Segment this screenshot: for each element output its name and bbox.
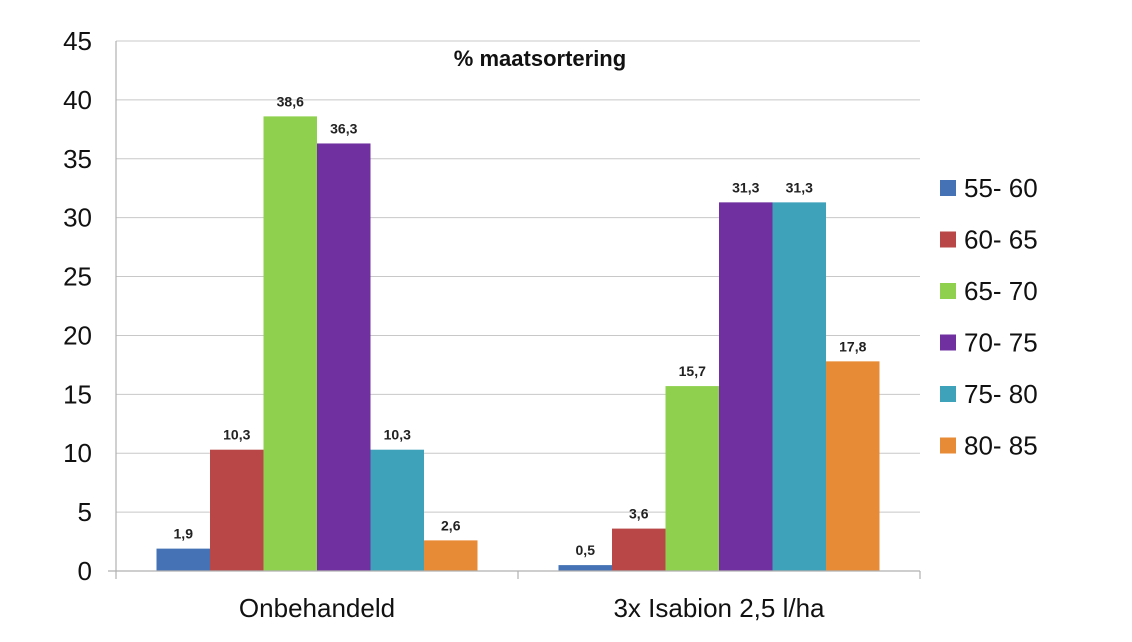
bar — [424, 540, 478, 571]
data-label: 3,6 — [629, 506, 649, 522]
legend-label: 70- 75 — [964, 328, 1038, 358]
y-tick-label: 15 — [63, 379, 92, 409]
bar — [665, 386, 719, 571]
y-tick-label: 40 — [63, 85, 92, 115]
legend-swatch — [940, 231, 956, 248]
y-tick-label: 5 — [78, 497, 92, 527]
y-tick-label: 20 — [63, 320, 92, 350]
x-axis — [108, 41, 921, 579]
legend-swatch — [940, 437, 956, 454]
data-label: 15,7 — [679, 363, 706, 379]
y-tick-label: 35 — [63, 144, 92, 174]
data-label: 0,5 — [576, 542, 596, 558]
legend: 55- 60 60- 65 65- 70 70- 75 75- 80 80- 85 — [940, 173, 1038, 461]
category-labels: Onbehandeld 3x Isabion 2,5 l/ha — [239, 593, 825, 623]
y-axis-ticks: 0 5 10 15 20 25 30 35 40 45 — [63, 26, 92, 586]
data-label: 38,6 — [277, 93, 304, 109]
data-label: 10,3 — [223, 427, 250, 443]
chart-title: % maatsortering — [454, 46, 626, 71]
bar — [772, 202, 826, 571]
data-label: 17,8 — [839, 338, 866, 354]
bar — [558, 565, 612, 571]
bar — [826, 361, 880, 571]
legend-swatch — [940, 283, 956, 299]
legend-label: 55- 60 — [964, 173, 1038, 203]
bar — [156, 548, 210, 571]
y-tick-label: 10 — [63, 438, 92, 468]
legend-label: 75- 80 — [964, 379, 1038, 409]
y-tick-label: 0 — [78, 556, 92, 586]
bar — [210, 449, 264, 571]
legend-swatch — [940, 180, 956, 196]
bar — [612, 528, 666, 571]
y-tick-label: 45 — [63, 26, 92, 56]
legend-label: 80- 85 — [964, 431, 1038, 461]
legend-label: 60- 65 — [964, 225, 1038, 255]
data-label: 31,3 — [732, 179, 759, 195]
legend-swatch — [940, 334, 956, 351]
bars — [156, 116, 880, 571]
legend-label: 65- 70 — [964, 276, 1038, 306]
data-labels: 1,9 10,3 38,6 36,3 10,3 2,6 0,5 3,6 15,7 31,3 31,3… — [174, 93, 867, 558]
data-label: 36,3 — [330, 120, 357, 136]
data-label: 31,3 — [786, 179, 813, 195]
data-label: 2,6 — [441, 517, 461, 533]
category-label: 3x Isabion 2,5 l/ha — [613, 593, 825, 623]
legend-swatch — [940, 386, 956, 402]
y-tick-label: 30 — [63, 203, 92, 233]
data-label: 10,3 — [384, 427, 411, 443]
bar — [263, 116, 317, 571]
y-tick-label: 25 — [63, 262, 92, 292]
bar — [719, 202, 773, 571]
bar — [317, 143, 371, 571]
data-label: 1,9 — [174, 526, 194, 542]
bar — [370, 449, 424, 571]
category-label: Onbehandeld — [239, 593, 395, 623]
